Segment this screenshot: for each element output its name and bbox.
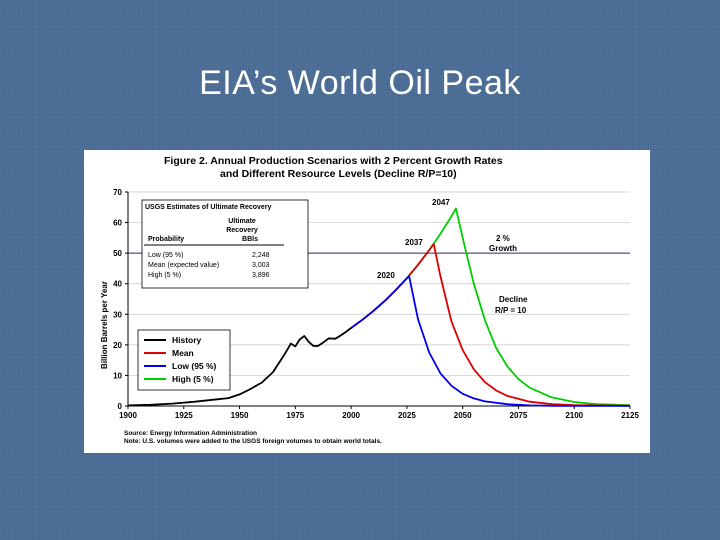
series-line-mean xyxy=(350,243,631,407)
series-line-low-95 xyxy=(350,275,631,407)
slide-title: EIA’s World Oil Peak xyxy=(199,64,521,102)
inset-col2-header-line1: Ultimate xyxy=(228,218,256,225)
inset-row-high-label: High (5 %) xyxy=(148,272,181,279)
y-tick-label: 40 xyxy=(113,280,122,289)
x-tick-label: 2050 xyxy=(454,411,472,420)
x-tick-label: 1925 xyxy=(175,411,193,420)
y-tick-labels: 0 10 20 30 40 50 60 70 xyxy=(113,188,122,411)
annotation-decline-line1: Decline xyxy=(499,295,528,304)
source-note-line2: Note: U.S. volumes were added to the USG… xyxy=(124,438,382,445)
x-tick-label: 2000 xyxy=(342,411,360,420)
series-lines xyxy=(127,207,631,407)
x-tick-label: 2100 xyxy=(565,411,583,420)
annotation-growth-line1: 2 % xyxy=(496,234,510,243)
inset-table-title: USGS Estimates of Ultimate Recovery xyxy=(145,204,272,211)
annotation-peak-2020: 2020 xyxy=(377,271,395,280)
y-tick-label: 0 xyxy=(118,402,123,411)
annotation-peak-2037: 2037 xyxy=(405,238,423,247)
inset-row-low-value: 2,248 xyxy=(252,252,270,259)
y-tick-label: 20 xyxy=(113,341,122,350)
y-axis-label: Billion Barrels per Year xyxy=(100,281,109,369)
legend-label: History xyxy=(172,335,202,345)
series-line-history xyxy=(127,327,352,407)
chart-svg: Figure 2. Annual Production Scenarios wi… xyxy=(100,155,639,445)
x-tick-labels: 1900 1925 1950 1975 2000 2025 2050 2075 2100 2125 xyxy=(119,411,639,420)
x-tick-label: 2125 xyxy=(621,411,639,420)
annotation-peak-2047: 2047 xyxy=(432,198,450,207)
x-tick-label: 1900 xyxy=(119,411,137,420)
inset-row-low-label: Low (95 %) xyxy=(148,252,183,259)
legend-label: High (5 %) xyxy=(172,374,214,384)
y-tick-label: 60 xyxy=(113,219,122,228)
x-tick-label: 2075 xyxy=(510,411,528,420)
figure-title-line2: and Different Resource Levels (Decline R… xyxy=(220,168,457,180)
y-tick-label: 30 xyxy=(113,310,122,319)
annotation-decline-line2: R/P = 10 xyxy=(495,306,527,315)
chart-figure: Figure 2. Annual Production Scenarios wi… xyxy=(84,150,650,453)
y-tick-label: 10 xyxy=(113,371,122,380)
x-tick-label: 1950 xyxy=(231,411,249,420)
inset-col2-header-line2: Recovery xyxy=(226,227,258,234)
inset-row-mean-value: 3,003 xyxy=(252,262,270,269)
inset-row-mean-label: Mean (expected value) xyxy=(148,262,219,269)
annotation-growth-line2: Growth xyxy=(489,244,517,253)
y-tick-label: 70 xyxy=(113,188,122,197)
inset-col1-header: Probability xyxy=(148,236,184,243)
legend-label: Low (95 %) xyxy=(172,361,217,371)
inset-table-box xyxy=(141,199,309,289)
inset-col2-header-line3: BBls xyxy=(242,236,258,243)
y-tick-label: 50 xyxy=(113,249,122,258)
legend: History Mean Low (95 %) High (5 %) xyxy=(137,329,231,391)
inset-table: USGS Estimates of Ultimate Recovery Ulti… xyxy=(141,199,309,289)
inset-row-high-value: 3,896 xyxy=(252,272,270,279)
x-tick-label: 1975 xyxy=(286,411,304,420)
x-tick-label: 2025 xyxy=(398,411,416,420)
figure-title-line1: Figure 2. Annual Production Scenarios wi… xyxy=(164,155,503,167)
legend-label: Mean xyxy=(172,348,194,358)
source-note-line1: Source: Energy Information Administratio… xyxy=(124,430,257,437)
